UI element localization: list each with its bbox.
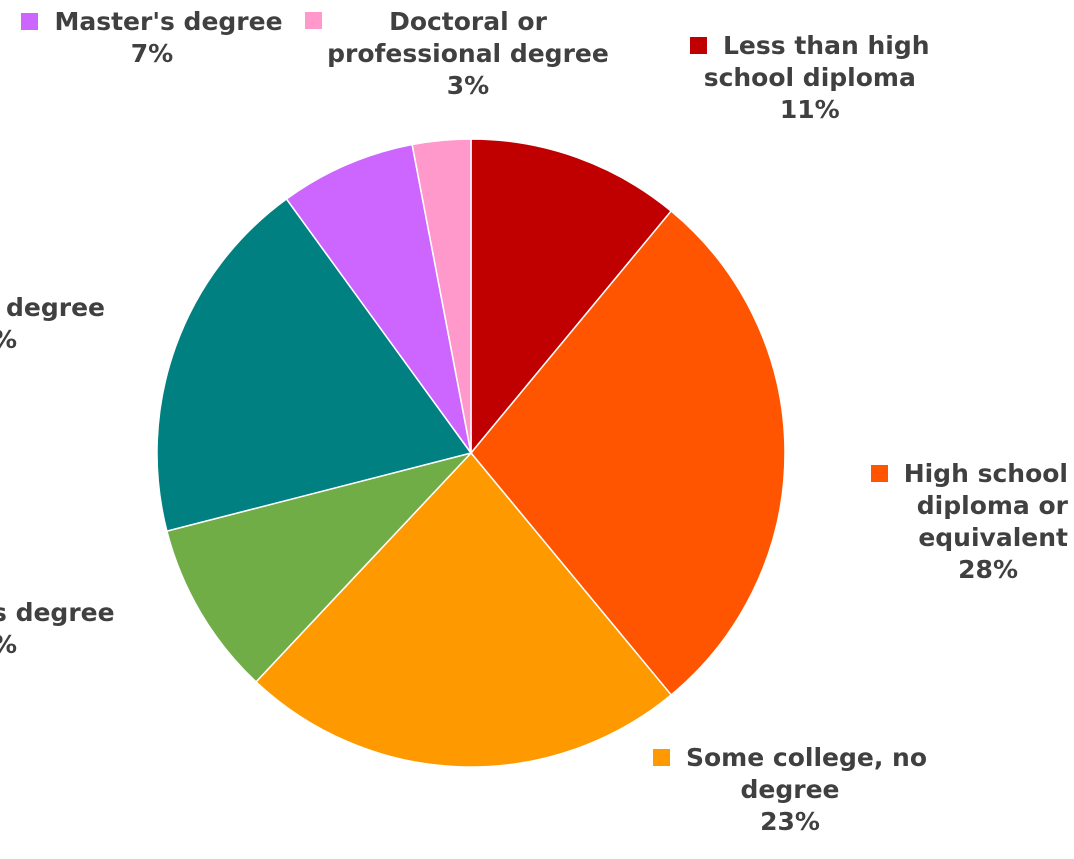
pie-slice-less-than-high-school-diploma: [470, 138, 673, 456]
data-label-line: degree: [740, 775, 840, 804]
pie-slice-associate-s-degree: [165, 451, 474, 683]
data-label-percent: %: [0, 629, 115, 661]
data-label-line: Some college, no: [685, 743, 927, 772]
legend-swatch-less-than-high-school: [690, 37, 707, 54]
data-label-line: degree: [6, 293, 105, 322]
pie-slice-bachelor-s-degree: [156, 197, 473, 533]
data-label-bachelors-degree: degree %: [0, 292, 105, 356]
data-label-line: High school: [903, 459, 1068, 488]
data-label-line: s degree: [0, 598, 115, 627]
data-label-line: Less than high: [723, 31, 930, 60]
pie-slice-master-s-degree: [285, 143, 472, 454]
data-label-percent: %: [0, 324, 105, 356]
pie-slice-some-college-no-degree: [254, 451, 673, 768]
data-label-line: school diploma: [703, 63, 916, 92]
data-label-percent: 7%: [130, 39, 174, 68]
legend-swatch-masters-degree: [21, 13, 39, 30]
data-label-percent: 11%: [779, 95, 840, 124]
legend-swatch-some-college: [652, 749, 670, 766]
data-label-masters-degree: Master's degree 7%: [12, 6, 292, 70]
data-label-doctoral-degree: Doctoral or professional degree 3%: [303, 6, 633, 102]
data-label-high-school-diploma: High school diploma or equivalent 28%: [860, 458, 1068, 586]
data-label-less-than-high-school: Less than high school diploma 11%: [690, 30, 930, 126]
data-label-percent: 28%: [958, 555, 1018, 584]
pie-slices: [156, 138, 786, 768]
pie-slice-doctoral-or-professional-degree: [411, 138, 472, 454]
data-label-percent: 3%: [446, 71, 490, 100]
data-label-line: professional degree: [327, 39, 609, 68]
data-label-some-college: Some college, no degree 23%: [640, 742, 940, 838]
data-label-line: Master's degree: [54, 7, 283, 36]
data-label-line: equivalent: [918, 523, 1068, 552]
data-label-line: Doctoral or: [389, 7, 547, 36]
data-label-percent: 23%: [760, 807, 820, 836]
legend-swatch-doctoral-degree: [305, 12, 322, 29]
data-label-line: diploma or: [916, 491, 1068, 520]
pie-slice-high-school-diploma-or-equivalent: [470, 210, 786, 696]
data-label-associates-degree: s degree %: [0, 597, 115, 661]
legend-swatch-high-school-diploma: [870, 465, 888, 482]
